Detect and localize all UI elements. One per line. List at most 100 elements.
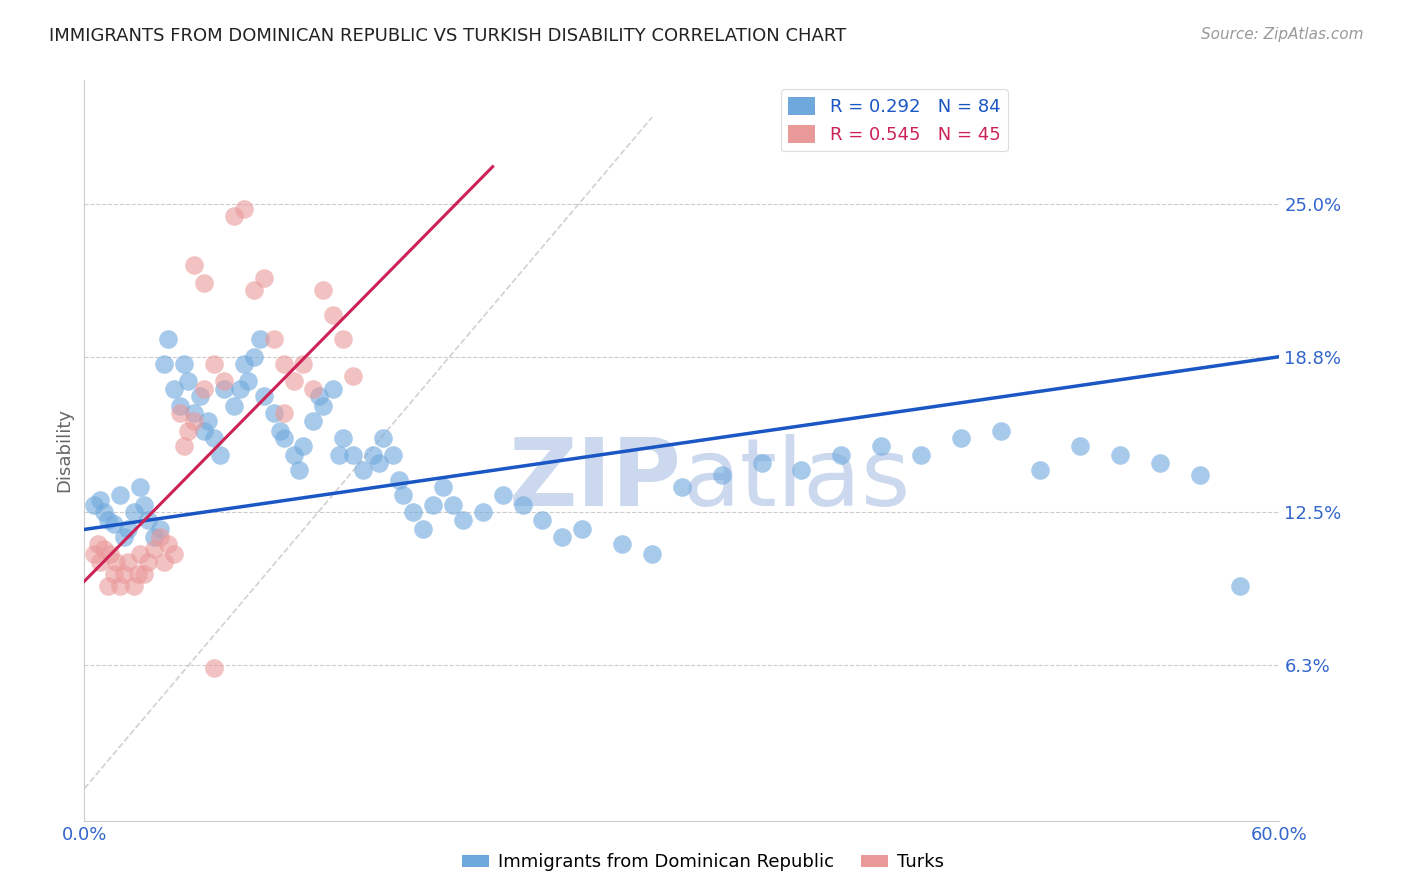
Point <box>229 382 252 396</box>
Point <box>183 258 205 272</box>
Point <box>136 512 159 526</box>
Point <box>177 424 200 438</box>
Point <box>122 579 145 593</box>
Point <box>322 308 344 322</box>
Point <box>790 463 813 477</box>
Point <box>110 579 132 593</box>
Point <box>441 498 464 512</box>
Legend: R = 0.292   N = 84, R = 0.545   N = 45: R = 0.292 N = 84, R = 0.545 N = 45 <box>780 89 1008 152</box>
Point <box>83 547 105 561</box>
Point <box>89 555 111 569</box>
Point <box>1029 463 1052 477</box>
Text: ZIP: ZIP <box>509 434 682 526</box>
Point <box>132 566 156 581</box>
Text: IMMIGRANTS FROM DOMINICAN REPUBLIC VS TURKISH DISABILITY CORRELATION CHART: IMMIGRANTS FROM DOMINICAN REPUBLIC VS TU… <box>49 27 846 45</box>
Point <box>177 375 200 389</box>
Point <box>103 517 125 532</box>
Point <box>432 480 454 494</box>
Point <box>308 389 330 403</box>
Point <box>202 431 225 445</box>
Point <box>163 382 186 396</box>
Point <box>153 555 176 569</box>
Point <box>361 449 384 463</box>
Point <box>332 332 354 346</box>
Point <box>136 555 159 569</box>
Point <box>571 523 593 537</box>
Point <box>143 530 166 544</box>
Point <box>127 566 149 581</box>
Point <box>273 431 295 445</box>
Point <box>382 449 405 463</box>
Point <box>342 449 364 463</box>
Point <box>222 209 245 223</box>
Point <box>1109 449 1132 463</box>
Point <box>169 399 191 413</box>
Point <box>332 431 354 445</box>
Point <box>232 202 254 216</box>
Y-axis label: Disability: Disability <box>55 409 73 492</box>
Point <box>402 505 425 519</box>
Point <box>87 537 110 551</box>
Point <box>328 449 350 463</box>
Point <box>129 547 152 561</box>
Point <box>173 357 195 371</box>
Point <box>117 523 139 537</box>
Point <box>98 547 121 561</box>
Point <box>273 407 295 421</box>
Point <box>292 357 315 371</box>
Point <box>193 276 215 290</box>
Text: atlas: atlas <box>682 434 910 526</box>
Point <box>1069 438 1091 452</box>
Point <box>1188 468 1211 483</box>
Point <box>132 498 156 512</box>
Point <box>110 488 132 502</box>
Point <box>212 375 235 389</box>
Point <box>222 399 245 413</box>
Point <box>388 473 411 487</box>
Point <box>312 283 335 297</box>
Point <box>253 389 276 403</box>
Point <box>212 382 235 396</box>
Point <box>512 498 534 512</box>
Point <box>283 375 305 389</box>
Point <box>551 530 574 544</box>
Point <box>183 407 205 421</box>
Point <box>232 357 254 371</box>
Point <box>242 283 264 297</box>
Point <box>471 505 494 519</box>
Point <box>193 382 215 396</box>
Point <box>253 270 276 285</box>
Point <box>292 438 315 452</box>
Point <box>173 438 195 452</box>
Point <box>163 547 186 561</box>
Point <box>1229 579 1251 593</box>
Point <box>412 523 434 537</box>
Point <box>910 449 932 463</box>
Point <box>870 438 893 452</box>
Point <box>202 357 225 371</box>
Point <box>129 480 152 494</box>
Point <box>93 542 115 557</box>
Point <box>710 468 733 483</box>
Point <box>612 537 634 551</box>
Point <box>263 407 285 421</box>
Point <box>105 555 128 569</box>
Point <box>149 523 172 537</box>
Point <box>392 488 415 502</box>
Point <box>342 369 364 384</box>
Point <box>312 399 335 413</box>
Point <box>830 449 852 463</box>
Point <box>352 463 374 477</box>
Point <box>302 414 325 428</box>
Point <box>283 449 305 463</box>
Point <box>97 512 120 526</box>
Point <box>169 407 191 421</box>
Point <box>89 492 111 507</box>
Point <box>83 498 105 512</box>
Point <box>188 389 211 403</box>
Point <box>990 424 1012 438</box>
Point <box>157 332 180 346</box>
Point <box>117 555 139 569</box>
Point <box>208 449 231 463</box>
Point <box>671 480 693 494</box>
